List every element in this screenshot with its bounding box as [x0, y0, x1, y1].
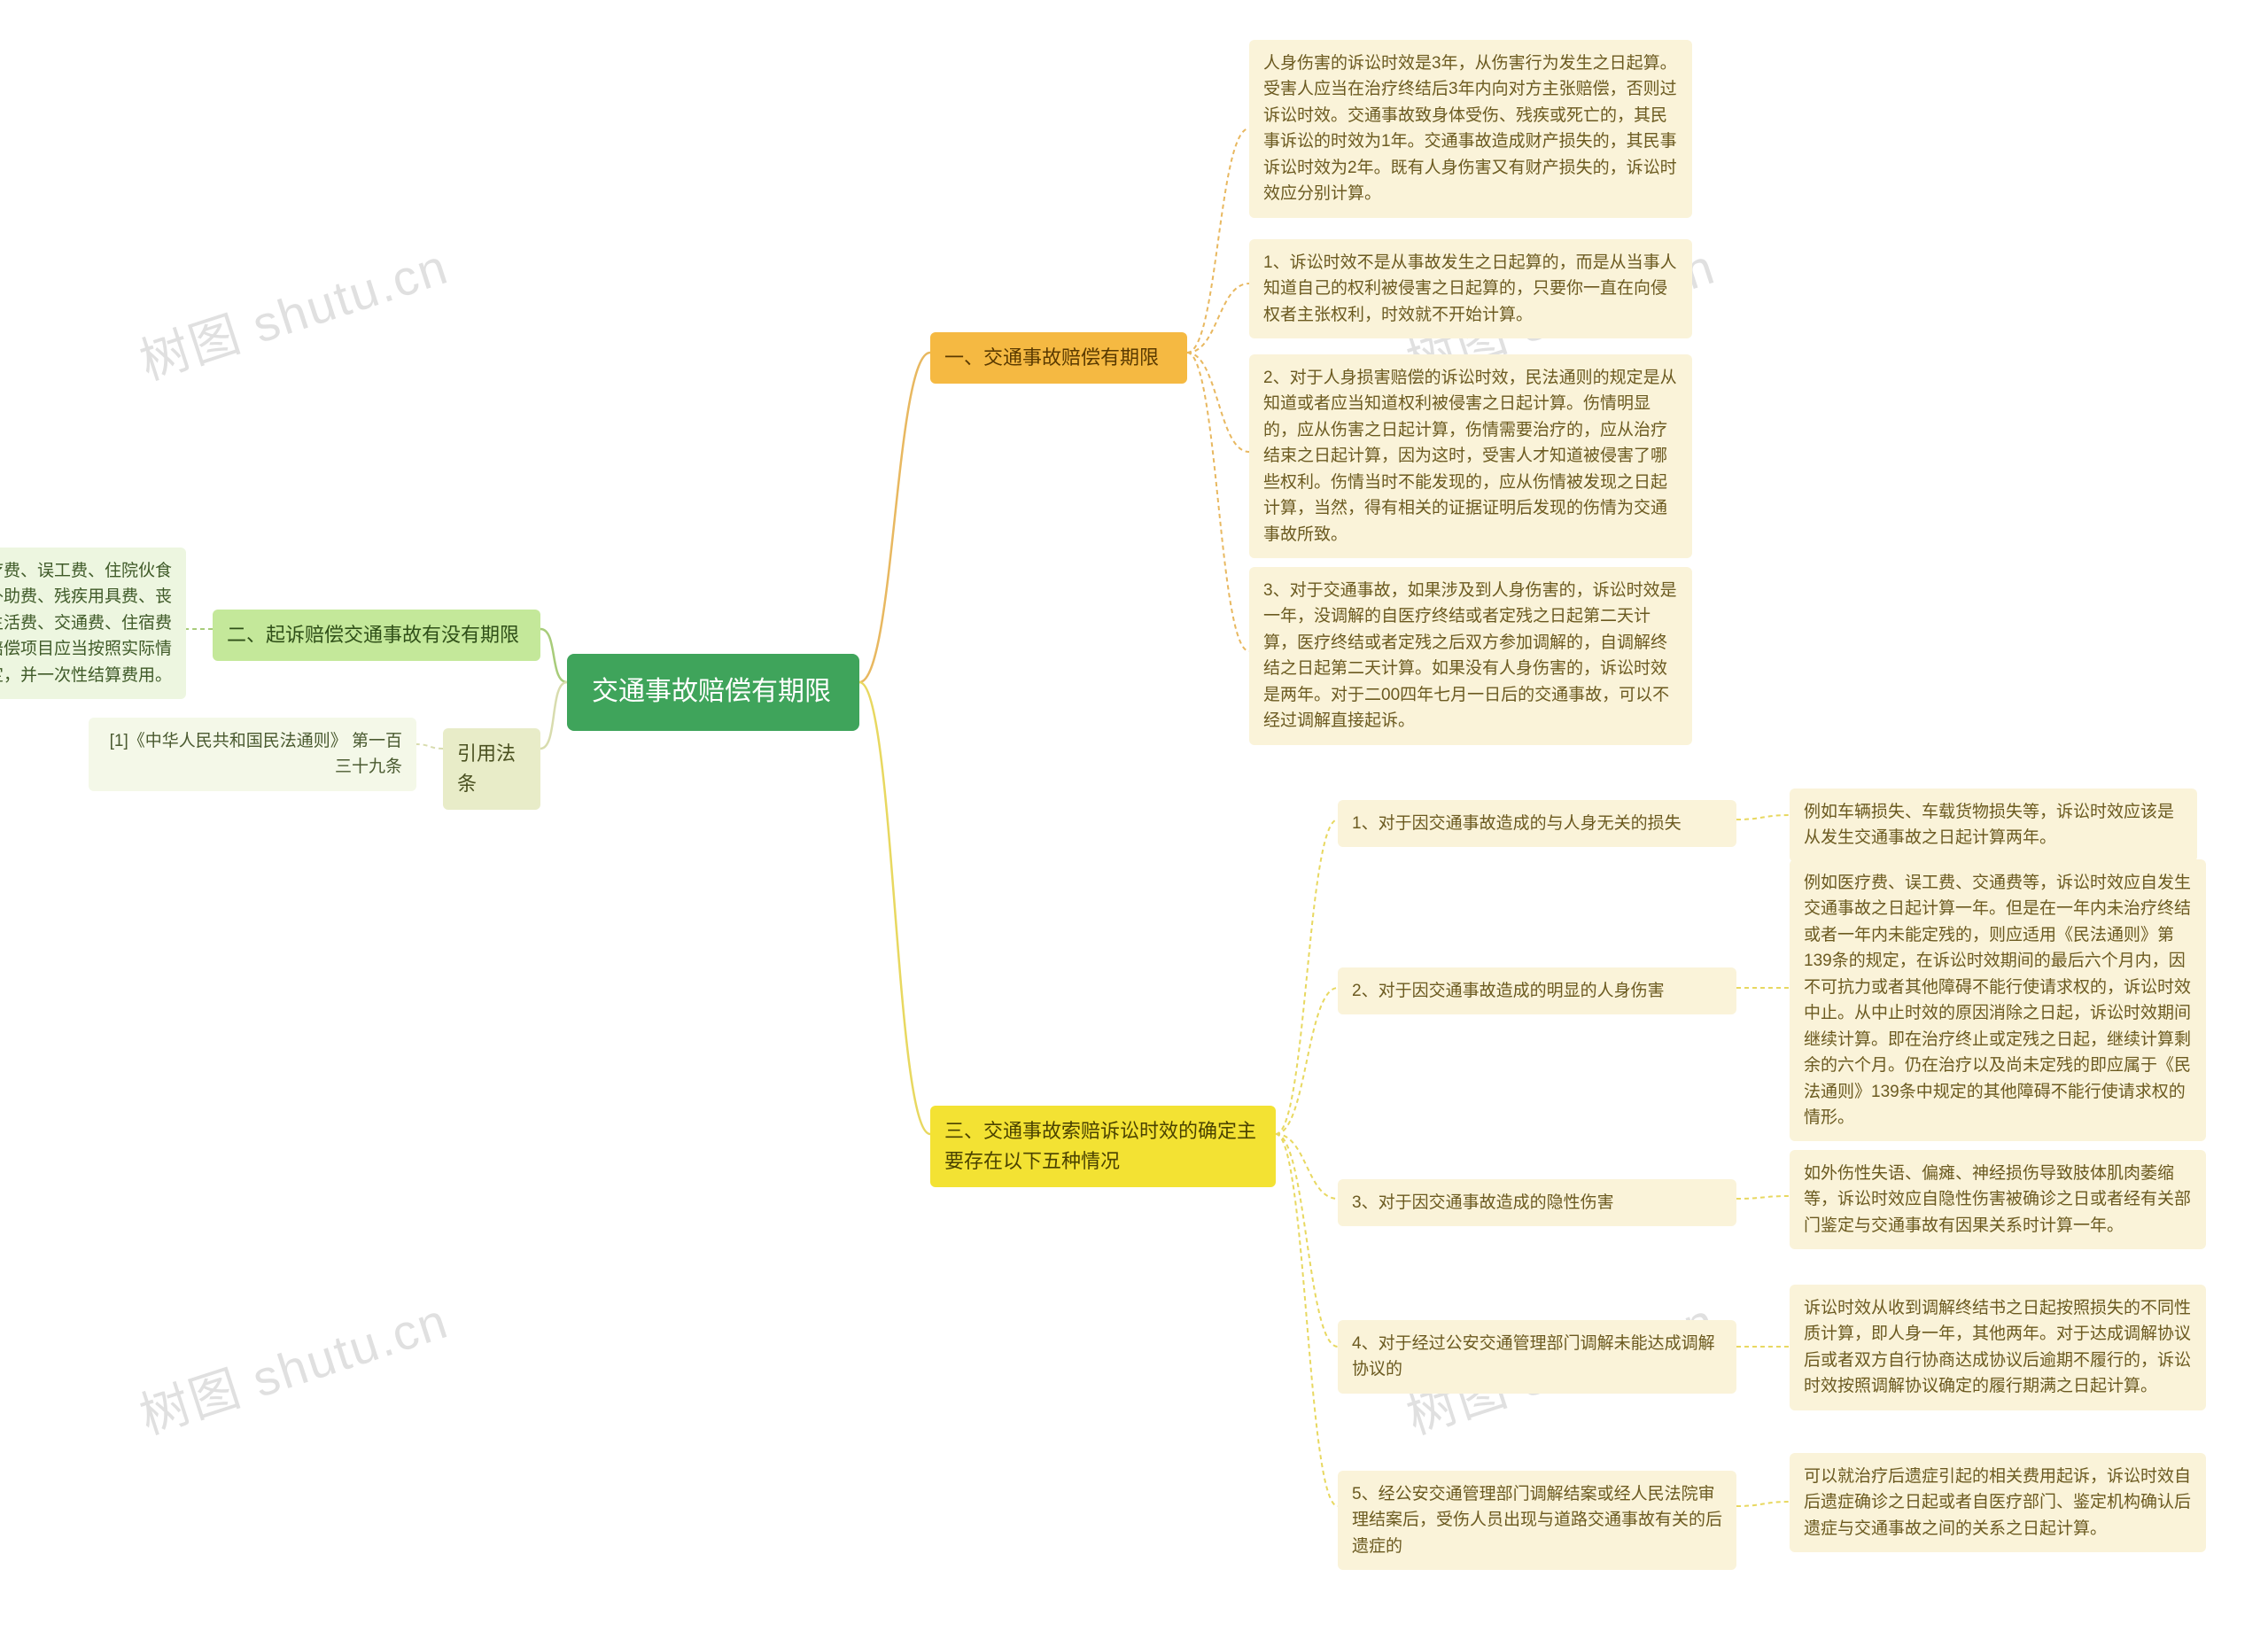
- branch-law-leaf[interactable]: [1]《中华人民共和国民法通则》 第一百三十九条: [89, 718, 416, 791]
- branch-2-leaf[interactable]: 交通事故赔偿的项目包括：医疗费、误工费、住院伙食补助费、护理费、残疾者生活补助费…: [0, 548, 186, 699]
- branch-law[interactable]: 引用法条: [443, 728, 540, 810]
- branch-3-sub-2-leaf[interactable]: 如外伤性失语、偏瘫、神经损伤导致肢体肌肉萎缩等，诉讼时效应自隐性伤害被确诊之日或…: [1790, 1150, 2206, 1249]
- watermark: 树图 shutu.cn: [129, 1281, 456, 1449]
- branch-2[interactable]: 二、起诉赔偿交通事故有没有期限: [213, 610, 540, 661]
- branch-3-sub-1-leaf[interactable]: 例如医疗费、误工费、交通费等，诉讼时效应自发生交通事故之日起计算一年。但是在一年…: [1790, 859, 2206, 1141]
- branch-3-sub-2[interactable]: 3、对于因交通事故造成的隐性伤害: [1338, 1179, 1736, 1226]
- watermark: 树图 shutu.cn: [129, 227, 456, 394]
- branch-1-leaf-0[interactable]: 人身伤害的诉讼时效是3年，从伤害行为发生之日起算。受害人应当在治疗终结后3年内向…: [1249, 40, 1692, 218]
- branch-1-leaf-1[interactable]: 1、诉讼时效不是从事故发生之日起算的，而是从当事人知道自己的权利被侵害之日起算的…: [1249, 239, 1692, 338]
- branch-3-sub-4[interactable]: 5、经公安交通管理部门调解结案或经人民法院审理结案后，受伤人员出现与道路交通事故…: [1338, 1471, 1736, 1570]
- branch-3-sub-4-leaf[interactable]: 可以就治疗后遗症引起的相关费用起诉，诉讼时效自后遗症确诊之日起或者自医疗部门、鉴…: [1790, 1453, 2206, 1552]
- branch-3[interactable]: 三、交通事故索赔诉讼时效的确定主要存在以下五种情况: [930, 1106, 1276, 1187]
- branch-1[interactable]: 一、交通事故赔偿有期限: [930, 332, 1187, 384]
- branch-3-sub-3-leaf[interactable]: 诉讼时效从收到调解终结书之日起按照损失的不同性质计算，即人身一年，其他两年。对于…: [1790, 1285, 2206, 1410]
- branch-3-sub-1[interactable]: 2、对于因交通事故造成的明显的人身伤害: [1338, 967, 1736, 1014]
- branch-3-sub-3[interactable]: 4、对于经过公安交通管理部门调解未能达成调解协议的: [1338, 1320, 1736, 1394]
- branch-1-leaf-3[interactable]: 3、对于交通事故，如果涉及到人身伤害的，诉讼时效是一年，没调解的自医疗终结或者定…: [1249, 567, 1692, 745]
- branch-3-sub-0[interactable]: 1、对于因交通事故造成的与人身无关的损失: [1338, 800, 1736, 847]
- root-node[interactable]: 交通事故赔偿有期限: [567, 654, 859, 731]
- branch-3-sub-0-leaf[interactable]: 例如车辆损失、车载货物损失等，诉讼时效应该是从发生交通事故之日起计算两年。: [1790, 789, 2197, 862]
- branch-1-leaf-2[interactable]: 2、对于人身损害赔偿的诉讼时效，民法通则的规定是从知道或者应当知道权利被侵害之日…: [1249, 354, 1692, 558]
